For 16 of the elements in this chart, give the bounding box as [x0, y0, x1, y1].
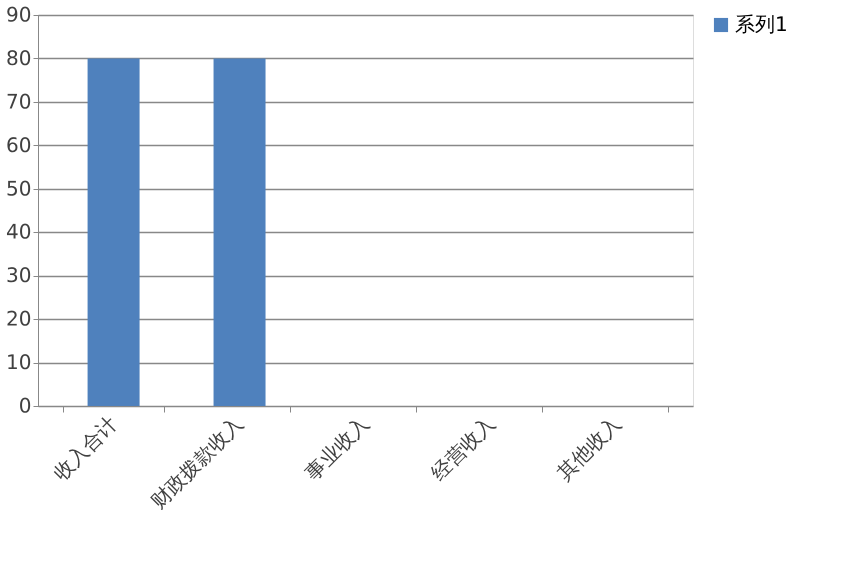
legend-label: 系列1	[735, 12, 788, 36]
y-tick-label: 90	[6, 2, 32, 26]
y-tick-label: 10	[6, 350, 32, 374]
x-tick-label: 经营收入	[426, 411, 500, 485]
x-tick-label: 财政拨款收入	[146, 411, 248, 514]
y-tick-label: 0	[18, 394, 32, 418]
y-tick-label: 70	[6, 89, 32, 114]
x-tick-label: 事业收入	[300, 411, 374, 485]
y-tick-label: 60	[6, 132, 32, 157]
y-tick-label: 30	[6, 263, 32, 288]
x-tick-label: 收入合计	[48, 411, 122, 485]
y-tick-label: 80	[6, 46, 32, 70]
y-tick-label: 50	[6, 176, 32, 200]
x-tick-label: 其他收入	[552, 411, 626, 485]
y-tick-label: 40	[6, 220, 32, 244]
y-tick-label: 20	[6, 306, 32, 331]
